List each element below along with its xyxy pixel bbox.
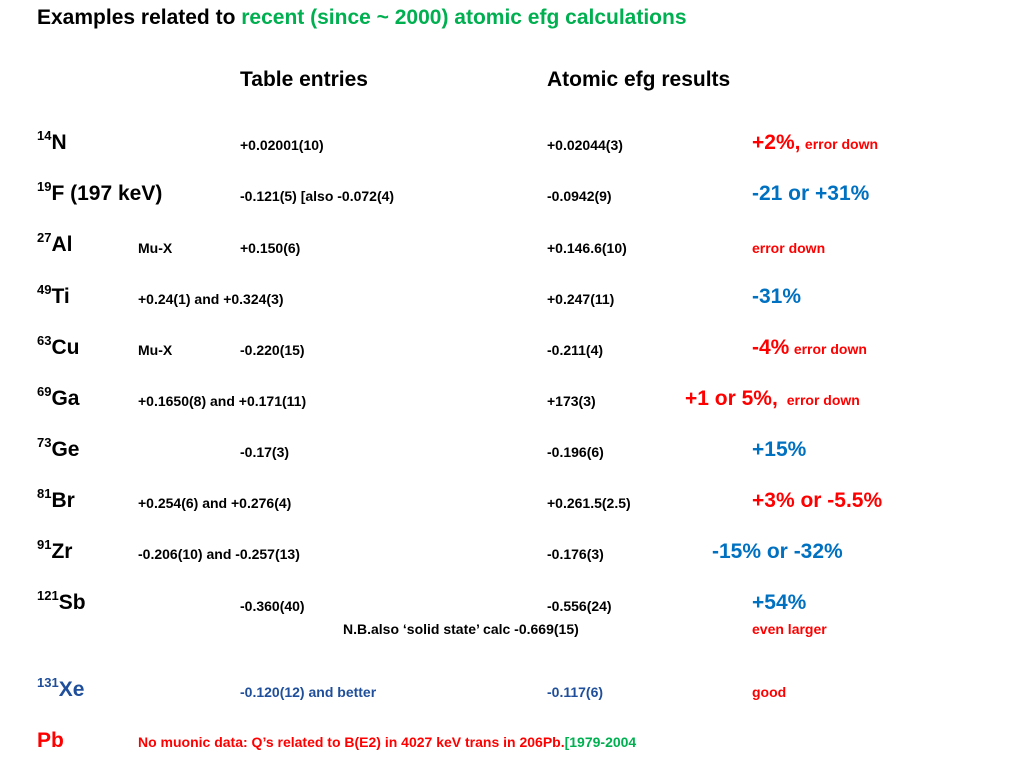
atomic-result-ti49: +0.247(11) (547, 291, 615, 307)
table-entry-al27: +0.150(6) (240, 240, 301, 256)
table-entry-cu63: -0.220(15) (240, 342, 305, 358)
atomic-result-sb121: -0.556(24) (547, 598, 612, 614)
atomic-result-n14: +0.02044(3) (547, 137, 623, 153)
table-entry-n14: +0.02001(10) (240, 137, 324, 153)
comparison-n14: +2%, error down (752, 131, 879, 154)
nuclide-br81: 81Br (37, 486, 75, 512)
nuclide-ge73: 73Ge (37, 435, 80, 461)
comparison-ga69: +1 or 5%, error down (685, 387, 860, 410)
note-ga69: +0.1650(8) and +0.171(11) (138, 393, 307, 409)
atomic-result-br81: +0.261.5(2.5) (547, 495, 631, 511)
nuclide-sb121: 121Sb (37, 588, 86, 614)
atomic-result-ga69: +173(3) (547, 393, 596, 409)
comparison-sb121: +54% (752, 591, 807, 614)
nuclide-zr91: 91Zr (37, 537, 73, 563)
comparison-cu63: -4% error down (752, 336, 867, 359)
comparison-ge73: +15% (752, 438, 807, 461)
note-sb121-solid-state: N.B.also ‘solid state’ calc -0.669(15) (343, 621, 579, 637)
note-cu63: Mu-X (138, 342, 173, 358)
atomic-result-ge73: -0.196(6) (547, 444, 604, 460)
table-entry-ge73: -0.17(3) (240, 444, 290, 460)
note-ti49: +0.24(1) and +0.324(3) (138, 291, 284, 307)
comparison-al27: error down (752, 240, 826, 256)
atomic-result-zr91: -0.176(3) (547, 546, 604, 562)
table-entry-sb121: -0.360(40) (240, 598, 305, 614)
nuclide-xe131: 131Xe (37, 675, 85, 701)
nuclide-pb: Pb (37, 729, 64, 752)
nuclide-n14: 14N (37, 128, 67, 154)
atomic-result-al27: +0.146.6(10) (547, 240, 627, 256)
table-entry-xe131: -0.120(12) and better (240, 684, 377, 700)
atomic-result-cu63: -0.211(4) (547, 342, 604, 358)
nuclide-f19: 19F (197 keV) (37, 179, 163, 205)
nuclide-cu63: 63Cu (37, 333, 80, 359)
note-br81: +0.254(6) and +0.276(4) (138, 495, 292, 511)
nuclide-ti49: 49Ti (37, 282, 70, 308)
note-al27: Mu-X (138, 240, 173, 256)
atomic-result-xe131: -0.117(6) (547, 684, 604, 700)
nuclide-ga69: 69Ga (37, 384, 80, 410)
page-title: Examples related to recent (since ~ 2000… (37, 6, 687, 30)
comparison-ti49: -31% (752, 285, 802, 308)
comparison-f19: -21 or +31% (752, 182, 870, 205)
table-entry-f19: -0.121(5) [also -0.072(4) (240, 188, 395, 204)
comparison-note-sb121: even larger (752, 621, 827, 637)
header-atomic-results: Atomic efg results (547, 68, 731, 91)
note-zr91: -0.206(10) and -0.257(13) (138, 546, 300, 562)
nuclide-al27: 27Al (37, 230, 73, 256)
atomic-result-f19: -0.0942(9) (547, 188, 612, 204)
comparison-xe131: good (752, 684, 787, 700)
pb-note: No muonic data: Q’s related to B(E2) in … (138, 734, 637, 750)
header-table-entries: Table entries (240, 68, 368, 91)
comparison-br81: +3% or -5.5% (752, 489, 883, 512)
title-highlight: recent (since ~ 2000) atomic efg calcula… (241, 6, 687, 29)
comparison-zr91: -15% or -32% (712, 540, 843, 563)
title-prefix: Examples related to (37, 6, 242, 29)
